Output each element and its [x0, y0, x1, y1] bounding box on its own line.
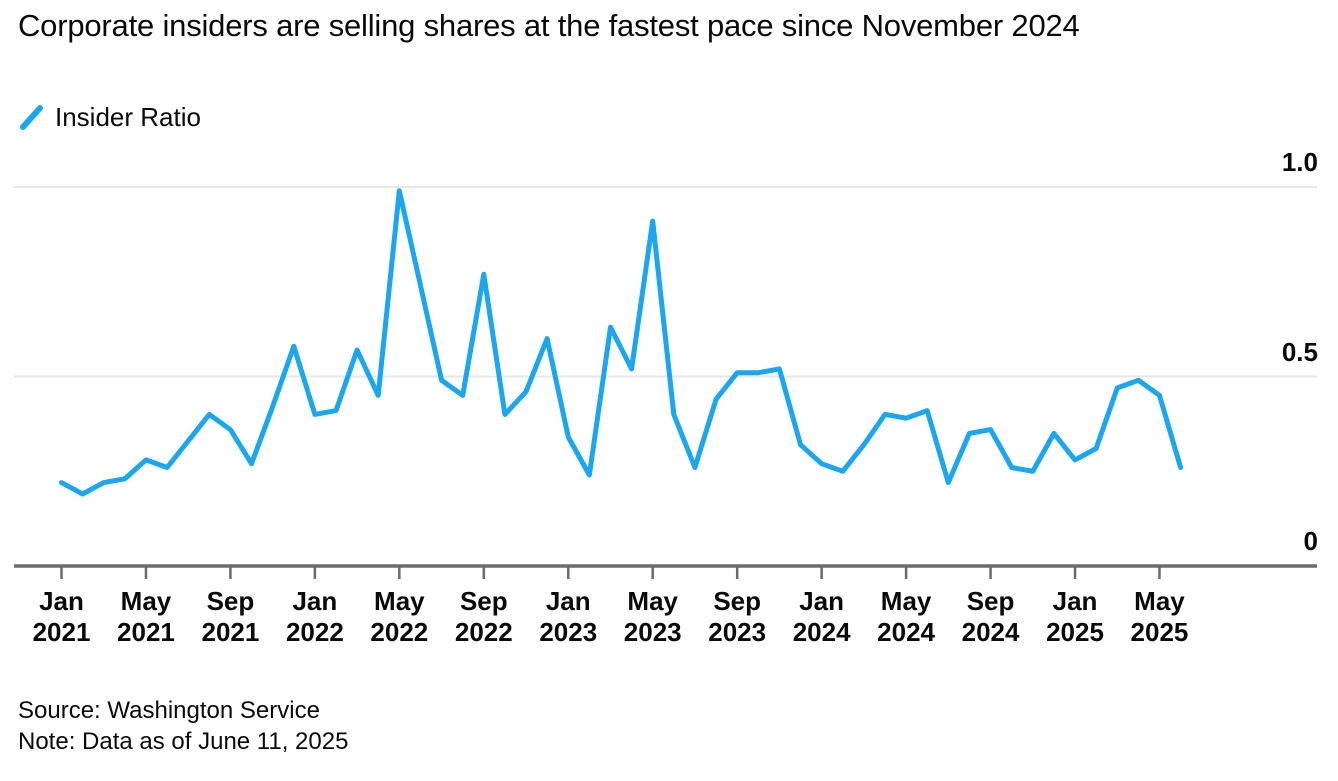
- x-axis-label: May 2023: [623, 586, 682, 647]
- y-axis-label: 0.5: [1281, 336, 1318, 367]
- chart-title: Corporate insiders are selling shares at…: [18, 8, 1080, 43]
- legend-label: Insider Ratio: [55, 102, 201, 132]
- y-axis-label: 0: [1303, 526, 1318, 556]
- line-series-icon: [20, 105, 43, 130]
- x-axis-label: Jan 2023: [539, 586, 598, 647]
- source-note: Source: Washington Service: [18, 697, 320, 724]
- y-axis-label: 1.0: [1281, 147, 1318, 177]
- x-axis-label: Jan 2024: [792, 586, 851, 647]
- x-axis-label: Sep 2021: [201, 586, 260, 647]
- data-note: Note: Data as of June 11, 2025: [18, 728, 349, 755]
- legend: Insider Ratio: [18, 102, 201, 133]
- x-axis-label: Sep 2022: [454, 586, 513, 647]
- x-axis-label: May 2024: [877, 586, 936, 647]
- insider-ratio-line: [59, 188, 1184, 497]
- x-axis-label: Jan 2022: [285, 586, 344, 647]
- x-axis-label: Sep 2023: [708, 586, 767, 647]
- x-axis-label: Sep 2024: [961, 586, 1020, 647]
- x-axis-label: Jan 2025: [1046, 586, 1104, 647]
- x-axis-label: May 2021: [117, 586, 175, 647]
- x-axis-label: Jan 2021: [32, 586, 91, 647]
- x-axis-label: May 2025: [1130, 586, 1189, 647]
- chart-footer: Source: Washington Service Note: Data as…: [18, 695, 348, 757]
- x-axis-label: May 2022: [370, 586, 429, 647]
